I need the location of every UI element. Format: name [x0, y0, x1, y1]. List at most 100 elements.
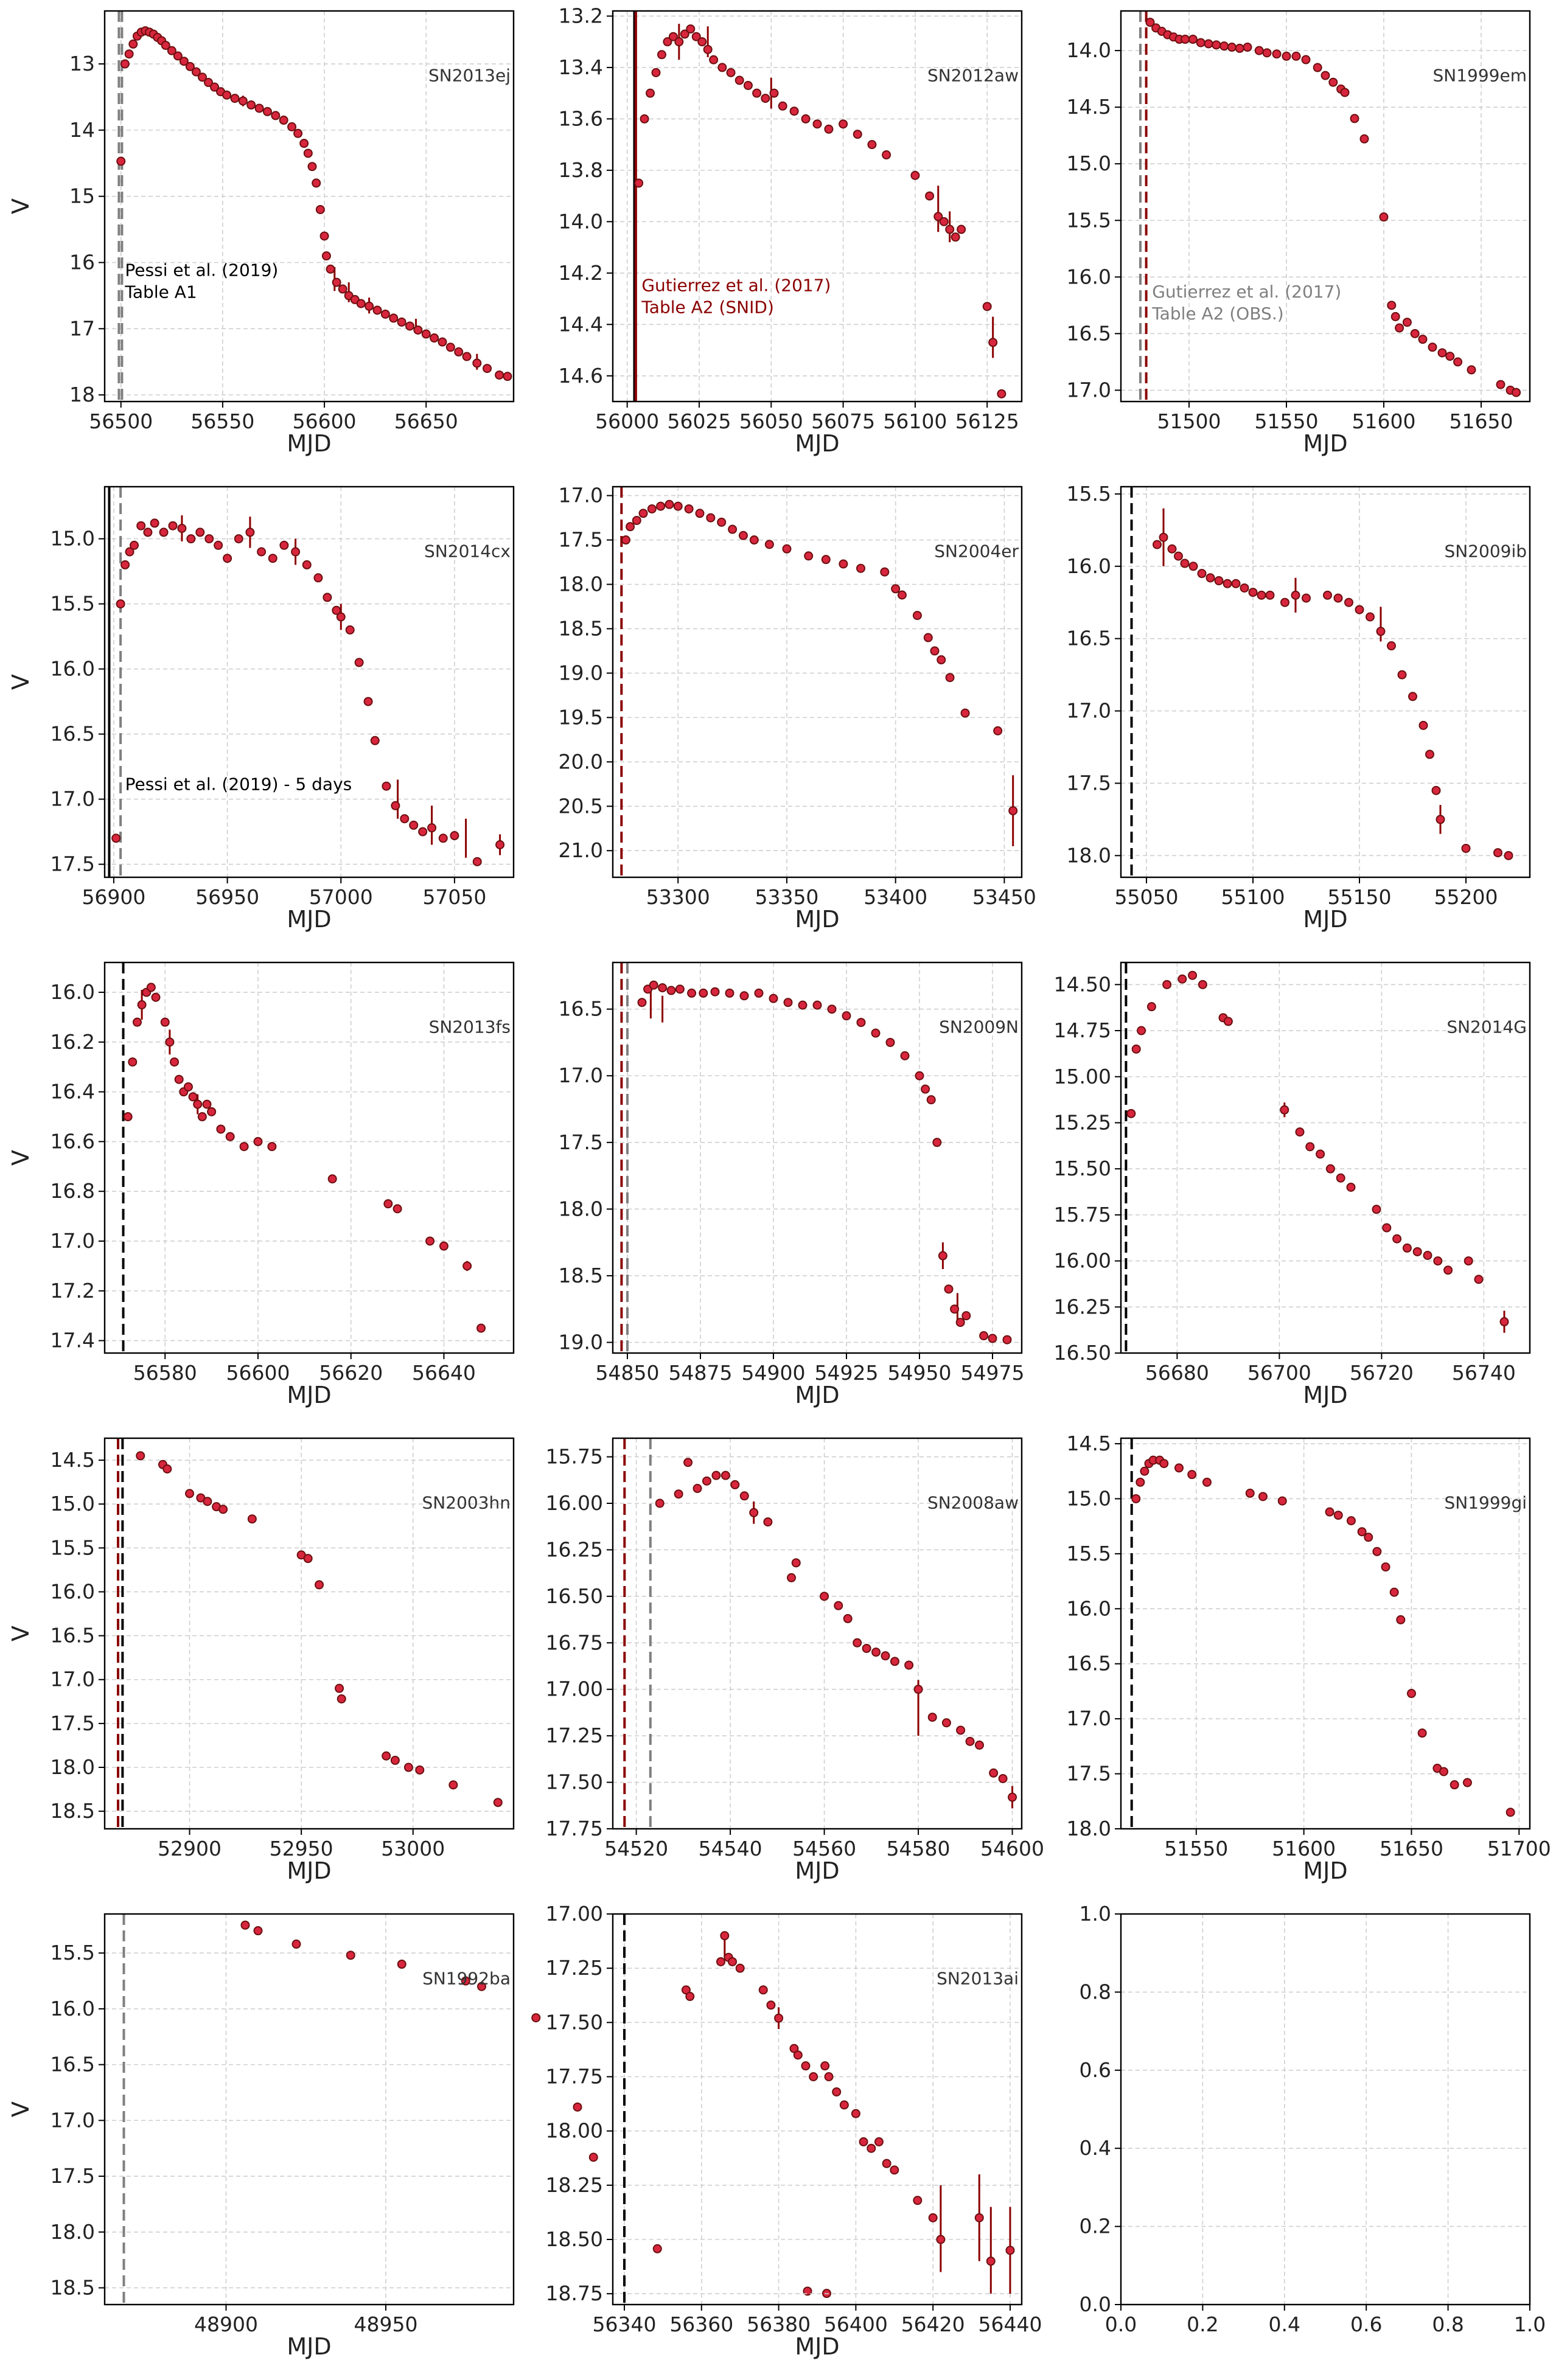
- data-point: [1131, 1044, 1141, 1054]
- data-point: [1188, 970, 1198, 980]
- y-tick-label: 17.0: [1067, 378, 1111, 402]
- x-tick-label: 56700: [1247, 1361, 1311, 1385]
- y-tick-label: 15.5: [51, 592, 95, 616]
- data-point: [941, 1718, 951, 1728]
- data-point: [1140, 1466, 1150, 1476]
- data-point: [1350, 114, 1359, 124]
- data-point: [167, 46, 176, 55]
- y-tick-label: 14.50: [1054, 972, 1111, 996]
- data-point: [1136, 1477, 1145, 1487]
- data-point: [684, 504, 694, 513]
- x-tick-label: 57050: [422, 885, 486, 909]
- y-tick-label: 18.75: [546, 2281, 603, 2305]
- data-point: [476, 1323, 486, 1333]
- data-point: [124, 49, 134, 59]
- data-point: [483, 364, 492, 374]
- data-point: [204, 78, 214, 88]
- supernova-name-label: SN2013ej: [428, 66, 511, 86]
- y-tick-label: 16.25: [1054, 1295, 1111, 1318]
- data-point: [950, 1304, 960, 1314]
- data-point: [827, 1004, 837, 1014]
- data-point: [1428, 343, 1437, 352]
- data-point: [1002, 1335, 1012, 1345]
- data-point: [956, 1725, 966, 1735]
- data-point: [1187, 1470, 1197, 1480]
- data-point: [637, 998, 647, 1007]
- data-point: [240, 1920, 250, 1930]
- data-point: [798, 1000, 808, 1010]
- data-point: [293, 128, 303, 138]
- y-tick-label: 17.0: [51, 2108, 95, 2132]
- data-point: [673, 501, 683, 511]
- data-point: [1364, 1533, 1373, 1542]
- axes-frame: [103, 961, 515, 1354]
- data-point: [173, 51, 183, 61]
- data-point: [191, 67, 201, 77]
- data-point: [1474, 1275, 1484, 1284]
- data-point: [125, 547, 134, 557]
- x-axis-label: MJD: [1303, 906, 1347, 933]
- data-point: [418, 827, 428, 837]
- y-tick-label: 1.0: [1080, 1902, 1111, 1926]
- data-point: [862, 1643, 871, 1653]
- data-point: [1305, 1142, 1315, 1152]
- data-point: [246, 100, 256, 110]
- data-point: [891, 584, 901, 594]
- x-tick-label: 54850: [596, 1361, 660, 1385]
- data-point: [944, 1284, 954, 1294]
- y-tick-label: 13.8: [559, 158, 603, 182]
- data-point: [372, 305, 382, 315]
- data-point: [897, 590, 907, 600]
- y-tick-label: 14: [69, 118, 95, 142]
- x-tick-label: 53450: [972, 885, 1036, 909]
- data-point: [974, 1740, 984, 1750]
- data-point: [397, 1960, 406, 1969]
- y-tick-label: 17.5: [51, 1711, 95, 1735]
- data-point: [337, 1694, 346, 1703]
- data-point: [315, 204, 325, 214]
- data-point: [1248, 588, 1258, 597]
- x-tick-label: 56400: [824, 2312, 888, 2336]
- axes-frame: [1120, 10, 1531, 403]
- data-point: [965, 1736, 975, 1746]
- data-point: [867, 140, 877, 150]
- y-tick-label: 13.2: [559, 4, 603, 27]
- x-tick-label: 54925: [815, 1361, 879, 1385]
- x-tick-label: 48900: [194, 2312, 258, 2336]
- data-point: [1219, 41, 1229, 51]
- data-point: [1357, 1527, 1367, 1537]
- data-point: [782, 544, 792, 554]
- y-tick-label: 16.00: [1054, 1249, 1111, 1273]
- data-point: [801, 114, 811, 124]
- y-axis-label: V: [7, 198, 34, 214]
- data-point: [665, 499, 674, 509]
- axes-frame: [103, 10, 515, 403]
- data-point: [111, 833, 121, 843]
- y-tick-label: 16: [69, 250, 95, 274]
- y-tick-label: 17.0: [51, 1668, 95, 1691]
- data-point: [1402, 318, 1412, 327]
- data-point: [726, 68, 736, 77]
- y-tick-label: 14.5: [51, 1448, 95, 1472]
- data-point: [1445, 352, 1455, 361]
- x-tick-label: 56650: [394, 409, 458, 433]
- x-tick-label: 53300: [646, 885, 710, 909]
- data-point: [1425, 750, 1434, 759]
- data-point: [1205, 573, 1215, 583]
- y-tick-label: 19.5: [559, 705, 603, 729]
- supernova-name-label: SN1999em: [1433, 66, 1527, 86]
- y-tick-label: 17.25: [546, 1724, 603, 1747]
- y-tick-label: 15.5: [51, 1941, 95, 1964]
- data-point: [1162, 979, 1172, 989]
- y-tick-label: 17.5: [1067, 1762, 1111, 1786]
- data-point: [638, 509, 648, 518]
- data-point: [1467, 365, 1476, 375]
- data-point: [161, 41, 170, 50]
- data-point: [1321, 71, 1330, 80]
- y-tick-label: 17.0: [559, 1063, 603, 1087]
- data-point: [1153, 540, 1162, 549]
- data-point: [716, 1957, 726, 1966]
- data-point: [1280, 597, 1289, 607]
- y-tick-label: 19.0: [559, 661, 603, 684]
- data-point: [974, 2213, 984, 2222]
